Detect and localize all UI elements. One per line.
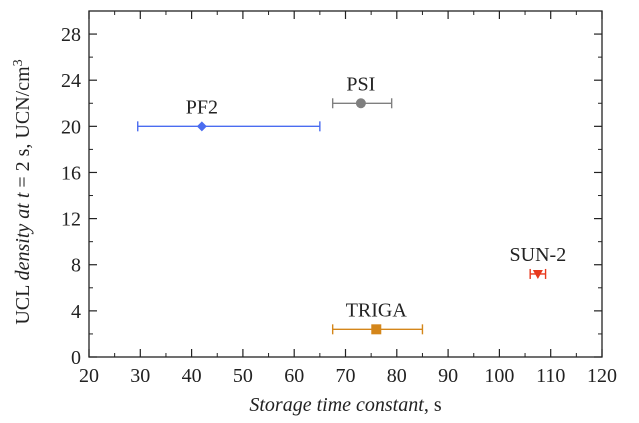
x-ticks: 20 30 40 50 60 70 80 90 100 110 120 — [79, 11, 617, 387]
triangle-marker — [532, 269, 543, 279]
data-point-sun-2: SUN-2 — [510, 244, 567, 279]
y-axis-title: UCL density at t = 2 s, UCN/cm3 — [11, 59, 35, 324]
x-tick-label: 100 — [484, 365, 514, 387]
x-tick-label: 60 — [284, 365, 304, 387]
y-tick-label: 24 — [61, 70, 81, 92]
x-tick-label: 120 — [587, 365, 617, 387]
data-point-psi: PSI — [331, 73, 393, 109]
point-label: PF2 — [186, 96, 218, 118]
x-axis-title: Storage time constant, s — [249, 394, 441, 416]
x-tick-label: 110 — [536, 365, 565, 387]
y-tick-label: 8 — [71, 255, 81, 277]
y-tick-label: 16 — [61, 162, 81, 184]
x-tick-label: 20 — [79, 365, 99, 387]
y-tick-label: 20 — [61, 116, 81, 138]
y-tick-label: 0 — [71, 347, 81, 369]
circle-marker — [355, 98, 366, 109]
x-tick-label: 80 — [387, 365, 407, 387]
point-label: PSI — [346, 73, 375, 95]
x-tick-label: 40 — [182, 365, 202, 387]
x-axis-title-italic: Storage time constant — [249, 394, 424, 416]
point-label: SUN-2 — [510, 244, 567, 266]
data-point-pf2: PF2 — [137, 96, 321, 132]
data-points: PF2 PSI SUN-2 TRIGA — [137, 73, 567, 335]
y-axis-title-italic: density at t — [12, 192, 34, 280]
y-axis-title-pre: UCL — [12, 280, 34, 324]
y-axis-title-mid: = 2 s, UCN/cm — [12, 66, 34, 193]
square-marker — [371, 324, 382, 335]
x-tick-label: 50 — [233, 365, 253, 387]
y-tick-label: 4 — [71, 301, 81, 323]
x-axis-title-unit: , s — [424, 394, 442, 416]
y-tick-label: 12 — [61, 209, 81, 231]
x-tick-label: 70 — [336, 365, 356, 387]
y-tick-label: 28 — [61, 24, 81, 46]
point-label: TRIGA — [346, 299, 408, 321]
x-tick-label: 30 — [130, 365, 150, 387]
x-tick-label: 90 — [438, 365, 458, 387]
diamond-marker — [196, 121, 207, 132]
data-point-triga: TRIGA — [331, 299, 424, 335]
y-axis-title-sup: 3 — [11, 59, 26, 66]
y-ticks: 0 4 8 12 16 20 24 28 — [61, 24, 602, 369]
